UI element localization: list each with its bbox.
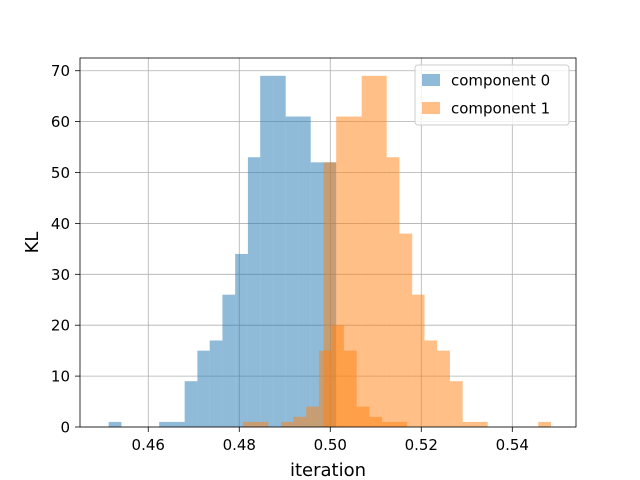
histogram-bar-series-0 [108,421,122,427]
legend-box [414,64,570,126]
y-tick-label: 60 [51,113,70,131]
histogram-bar-series-1 [399,233,413,427]
x-tick-label: 0.48 [223,436,256,454]
y-tick-label: 10 [51,368,70,386]
histogram-bar-series-2 [382,421,395,427]
histogram-bar-series-2 [331,325,344,427]
histogram-bar-series-1 [412,294,425,427]
x-tick-label: 0.52 [405,436,438,454]
histogram-bar-series-2 [369,416,383,427]
histogram-bar-series-0 [272,75,286,428]
histogram-bar-series-2 [343,350,357,427]
histogram-bar-series-1 [462,421,476,427]
legend-swatch [422,74,440,86]
histogram-bar-series-0 [298,116,311,427]
histogram-bar-series-0 [184,381,198,427]
histogram-bar-series-1 [538,421,551,427]
histogram-bar-series-1 [475,421,488,427]
histogram-bars [108,75,551,428]
plot-frame [79,57,577,428]
y-tick-label: 70 [51,62,70,80]
x-tick-label: 0.50 [314,436,347,454]
histogram-bar-series-0 [209,340,223,427]
histogram-bar-series-2 [318,350,332,427]
x-tick-label: 0.54 [496,436,529,454]
x-tick-label: 0.46 [132,436,165,454]
histogram-bar-series-2 [394,421,408,427]
x-axis-label: iteration [290,460,366,480]
legend: component 0 component 1 [414,64,570,126]
histogram-bar-series-2 [293,416,307,427]
histogram-bar-series-1 [424,340,438,427]
legend-label: component 1 [451,100,550,118]
histogram-bar-series-2 [306,406,319,427]
axis-ticks: 0.46 0.48 0.50 0.52 0.54 0 10 20 30 40 50 60 70 [51,62,529,454]
histogram-bar-series-1 [437,350,450,427]
histogram-bar-series-1 [361,75,374,428]
histogram-bar-series-2 [242,421,256,427]
histogram-bar-series-1 [386,157,400,427]
histogram-bar-series-0 [222,294,236,427]
y-axis-label: KL [22,232,43,254]
y-tick-label: 50 [51,164,70,182]
histogram-bar-series-0 [285,116,299,427]
histogram-bar-series-1 [373,75,387,428]
y-tick-label: 20 [51,317,70,335]
y-tick-label: 40 [51,215,70,233]
y-tick-label: 30 [51,266,70,284]
histogram-bar-series-0 [235,253,248,427]
legend-label: component 0 [451,72,550,90]
histogram-bar-series-0 [159,421,172,427]
y-tick-label: 0 [60,419,70,437]
histogram-bar-series-0 [171,421,185,427]
histogram-bar-series-0 [197,350,210,427]
histogram-bar-series-2 [255,421,269,427]
histogram-bar-series-1 [348,116,362,427]
legend-swatch [422,102,440,114]
histogram-bar-series-0 [260,75,273,428]
histogram-bar-series-2 [356,406,370,427]
histogram-bar-series-0 [247,157,261,427]
histogram-bar-series-2 [281,421,294,427]
histogram-bar-series-1 [449,381,463,427]
